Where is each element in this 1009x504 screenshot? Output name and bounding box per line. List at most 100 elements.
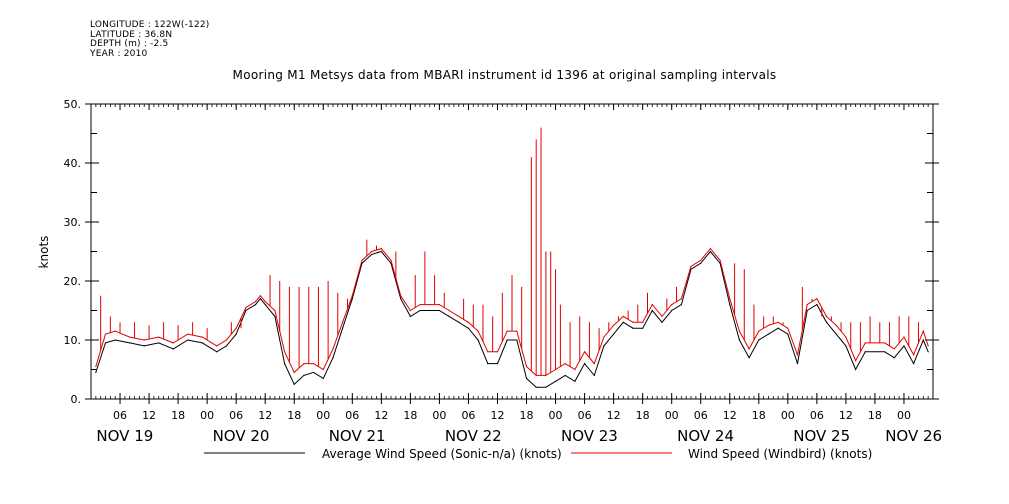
x-hour-label: 06 bbox=[461, 409, 475, 422]
average-wind-speed-point bbox=[143, 345, 145, 347]
windbird-wind-speed-point bbox=[642, 321, 644, 323]
average-wind-speed-point bbox=[172, 348, 174, 350]
windbird-wind-speed-point bbox=[438, 304, 441, 306]
average-wind-speed-point bbox=[758, 339, 760, 341]
average-wind-speed-point bbox=[748, 357, 750, 359]
average-wind-speed-point bbox=[787, 333, 789, 335]
windbird-wind-speed-point bbox=[787, 327, 789, 329]
windbird-wind-speed-point bbox=[467, 321, 470, 323]
average-wind-speed-point bbox=[409, 315, 411, 317]
windbird-wind-speed-point bbox=[854, 360, 857, 362]
average-wind-speed-point bbox=[458, 321, 460, 323]
y-tick-label: 0. bbox=[71, 393, 82, 406]
average-wind-speed-point bbox=[545, 386, 547, 388]
average-wind-speed-point bbox=[371, 253, 373, 256]
x-hour-label: 00 bbox=[549, 409, 563, 422]
average-wind-speed-point bbox=[583, 363, 586, 365]
y-tick-label: 10. bbox=[64, 334, 82, 347]
windbird-wind-speed-point bbox=[680, 298, 682, 300]
windbird-wind-speed-point bbox=[835, 324, 837, 326]
average-wind-speed-point bbox=[835, 333, 837, 335]
average-wind-speed-point bbox=[927, 351, 929, 353]
x-hour-label: 00 bbox=[200, 409, 214, 422]
average-wind-speed-point bbox=[516, 339, 518, 341]
average-wind-speed-point bbox=[274, 315, 276, 317]
windbird-wind-speed-point bbox=[516, 330, 518, 332]
average-wind-speed-point bbox=[245, 309, 247, 312]
windbird-wind-speed-point bbox=[201, 336, 203, 338]
windbird-wind-speed-point bbox=[927, 345, 929, 347]
windbird-wind-speed-point bbox=[114, 330, 116, 332]
windbird-wind-speed-point bbox=[245, 306, 247, 309]
windbird-wind-speed-point bbox=[487, 351, 489, 353]
windbird-wind-speed-point bbox=[496, 351, 499, 353]
average-wind-speed-point bbox=[574, 380, 576, 382]
average-wind-speed-point bbox=[661, 321, 663, 323]
y-tick-label: 30. bbox=[64, 216, 82, 229]
windbird-wind-speed-point bbox=[283, 351, 286, 353]
average-wind-speed-point bbox=[535, 386, 537, 388]
depth-text: DEPTH (m) : -2.5 bbox=[90, 39, 169, 49]
windbird-wind-speed-point bbox=[767, 324, 770, 326]
x-hour-label: 00 bbox=[897, 409, 911, 422]
windbird-wind-speed-point bbox=[816, 298, 818, 300]
x-hour-label: 12 bbox=[258, 409, 272, 422]
windbird-wind-speed-point bbox=[806, 304, 808, 306]
x-day-label: NOV 24 bbox=[677, 427, 734, 445]
average-wind-speed-point bbox=[874, 351, 876, 353]
windbird-wind-speed-point bbox=[506, 330, 508, 332]
y-tick-label: 40. bbox=[64, 157, 82, 170]
windbird-wind-speed-point bbox=[632, 321, 634, 323]
legend-windbird-label: Wind Speed (Windbird) (knots) bbox=[688, 447, 872, 461]
windbird-wind-speed-point bbox=[409, 309, 411, 312]
x-hour-label: 06 bbox=[113, 409, 127, 422]
x-day-label: NOV 20 bbox=[213, 427, 270, 445]
x-day-label: NOV 21 bbox=[329, 427, 386, 445]
average-wind-speed-point bbox=[496, 363, 499, 365]
average-wind-speed-point bbox=[796, 363, 799, 365]
y-tick-label: 20. bbox=[64, 275, 82, 288]
windbird-wind-speed-point bbox=[874, 342, 876, 344]
windbird-wind-speed-point bbox=[380, 247, 382, 250]
windbird-wind-speed-point bbox=[129, 336, 131, 338]
windbird-wind-speed-point bbox=[419, 304, 421, 306]
average-wind-speed-point bbox=[622, 321, 624, 323]
plot-frame bbox=[90, 103, 934, 400]
x-hour-label: 00 bbox=[781, 409, 795, 422]
x-hour-label: 12 bbox=[839, 409, 853, 422]
average-wind-speed-point bbox=[467, 327, 470, 329]
average-wind-speed-point bbox=[777, 327, 779, 329]
windbird-wind-speed-point bbox=[235, 327, 237, 329]
windbird-wind-speed-point bbox=[429, 304, 431, 306]
average-wind-speed-point bbox=[913, 363, 915, 365]
average-wind-speed-point bbox=[642, 327, 644, 329]
average-wind-speed-point bbox=[235, 333, 237, 335]
legend-average-label: Average Wind Speed (Sonic-n/a) (knots) bbox=[322, 447, 562, 461]
windbird-wind-speed-point bbox=[758, 330, 760, 332]
windbird-wind-speed-point bbox=[729, 298, 731, 300]
average-wind-speed-point bbox=[729, 304, 731, 306]
average-wind-speed-point bbox=[554, 380, 557, 382]
x-hour-label: 18 bbox=[752, 409, 766, 422]
average-wind-speed-point bbox=[525, 377, 528, 379]
windbird-wind-speed-point bbox=[400, 295, 402, 297]
average-wind-speed-point bbox=[303, 374, 305, 376]
windbird-wind-speed-point bbox=[622, 315, 624, 317]
average-wind-speed-point bbox=[438, 309, 441, 312]
x-hour-label: 12 bbox=[607, 409, 621, 422]
average-wind-speed-point bbox=[312, 371, 315, 374]
y-tick-label: 50. bbox=[64, 98, 82, 111]
average-wind-speed-point bbox=[893, 357, 895, 359]
windbird-wind-speed-point bbox=[884, 342, 886, 344]
windbird-wind-speed-point bbox=[312, 363, 315, 365]
average-wind-speed-point bbox=[158, 342, 160, 344]
average-wind-speed-point bbox=[593, 374, 595, 376]
average-wind-speed-point bbox=[922, 339, 924, 341]
windbird-wind-speed-point bbox=[303, 363, 305, 365]
windbird-wind-speed-point bbox=[371, 250, 373, 253]
x-hour-label: 12 bbox=[490, 409, 504, 422]
x-hour-label: 12 bbox=[142, 409, 156, 422]
windbird-wind-speed-point bbox=[274, 309, 276, 312]
average-wind-speed-point bbox=[816, 304, 818, 306]
windbird-wind-speed-point bbox=[893, 348, 895, 350]
